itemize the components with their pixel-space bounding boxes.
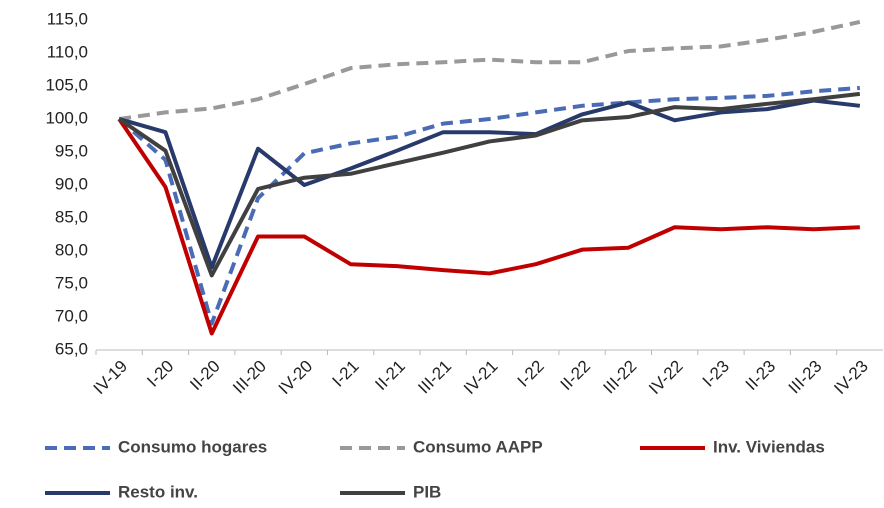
y-tick-label: 100,0 <box>45 108 88 127</box>
x-tick-label: IV-21 <box>460 357 502 399</box>
y-tick-label: 110,0 <box>47 42 88 61</box>
legend-label: Consumo hogares <box>118 437 267 456</box>
y-tick-label: 65,0 <box>55 339 88 358</box>
y-tick-label: 85,0 <box>55 207 88 226</box>
x-tick-label: I-20 <box>143 357 177 391</box>
series-line <box>118 98 861 270</box>
x-tick-label: II-23 <box>742 357 779 394</box>
x-tick-label: III-22 <box>600 357 641 398</box>
x-tick-label: I-21 <box>328 357 362 391</box>
legend-label: Inv. Viviendas <box>713 437 825 456</box>
legend-label: Resto inv. <box>118 482 198 501</box>
x-tick-label: IV-23 <box>830 357 872 399</box>
y-tick-label: 70,0 <box>55 306 88 325</box>
y-tick-label: 115,0 <box>47 9 88 28</box>
x-tick-label: III-23 <box>785 357 826 398</box>
series-line <box>118 20 861 121</box>
x-tick-label: III-21 <box>414 357 455 398</box>
legend-label: Consumo AAPP <box>413 437 543 456</box>
y-tick-label: 80,0 <box>55 240 88 259</box>
x-tick-label: IV-19 <box>90 357 132 399</box>
x-tick-label: I-22 <box>514 357 548 391</box>
y-tick-label: 75,0 <box>55 273 88 292</box>
x-tick-label: II-22 <box>557 357 594 394</box>
legend-label: PIB <box>413 482 441 501</box>
x-tick-label: III-20 <box>229 357 270 398</box>
x-tick-label: I-23 <box>699 357 733 391</box>
x-tick-label: II-20 <box>186 357 223 394</box>
x-tick-label: IV-20 <box>275 357 317 399</box>
y-tick-label: 105,0 <box>45 75 88 94</box>
x-tick-label: IV-22 <box>645 357 687 399</box>
series-line <box>117 117 860 336</box>
y-tick-label: 95,0 <box>55 141 88 160</box>
y-tick-label: 90,0 <box>55 174 88 193</box>
series-line <box>118 91 861 278</box>
x-tick-label: II-21 <box>371 357 408 394</box>
series-line <box>117 85 860 326</box>
